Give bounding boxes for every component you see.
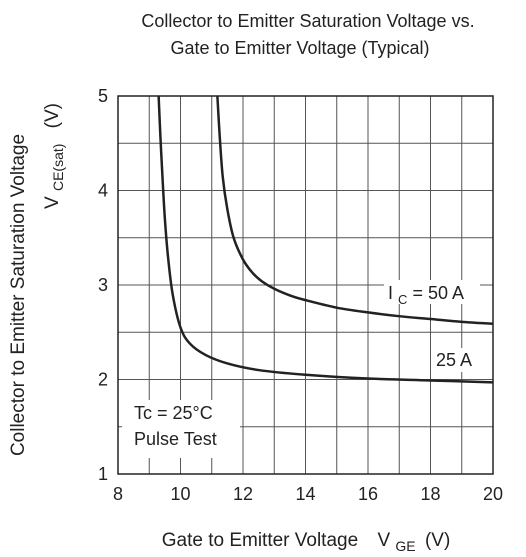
x-axis-subscript: GE <box>395 538 415 554</box>
y-axis-symbol: V <box>42 196 63 209</box>
y-tick-label: 1 <box>98 464 108 484</box>
plot-frame <box>117 95 494 475</box>
series-label-50a-symbol: I <box>388 283 393 303</box>
y-axis-subscript: CE(sat) <box>50 144 66 191</box>
x-tick-label: 8 <box>113 484 123 504</box>
annotation-temperature: Tc = 25°C <box>134 403 213 423</box>
y-tick-label: 3 <box>98 275 108 295</box>
x-tick-label: 12 <box>233 484 253 504</box>
series-label-bg-50a <box>384 280 480 304</box>
series-label-50a-subscript: C <box>398 292 407 307</box>
series-line-25a <box>157 95 494 384</box>
x-axis-title: Gate to Emitter Voltage V GE (V) <box>162 530 451 556</box>
y-tick-label: 2 <box>98 370 108 390</box>
y-axis-unit: (V) <box>42 103 63 128</box>
x-tick-label: 10 <box>170 484 190 504</box>
x-tick-label: 18 <box>420 484 440 504</box>
series-label-bg-25a <box>431 348 481 372</box>
x-tick-label: 16 <box>358 484 378 504</box>
y-axis-symbol-line: V CE(sat) (V) <box>42 103 68 209</box>
y-tick-label: 5 <box>98 86 108 106</box>
annotation-box <box>122 400 240 458</box>
series-label-50a-suffix: = 50 A <box>412 283 464 303</box>
y-tick-label: 4 <box>98 181 108 201</box>
annotation-pulse-test: Pulse Test <box>134 429 217 449</box>
curves <box>157 95 494 384</box>
x-tick-label: 20 <box>483 484 503 504</box>
chart-title: Collector to Emitter Saturation Voltage … <box>141 11 474 31</box>
series-label-50a: I C = 50 A <box>388 283 464 308</box>
x-axis-unit: (V) <box>425 530 450 551</box>
series-line-50a <box>216 95 494 325</box>
y-axis-title: Collector to Emitter Saturation Voltage <box>8 134 29 456</box>
chart-subtitle: Gate to Emitter Voltage (Typical) <box>170 38 429 58</box>
x-axis-symbol: V <box>377 530 390 551</box>
series-label-25a: 25 A <box>436 350 472 370</box>
x-tick-label: 14 <box>295 484 315 504</box>
x-axis-title-text: Gate to Emitter Voltage <box>162 530 358 551</box>
